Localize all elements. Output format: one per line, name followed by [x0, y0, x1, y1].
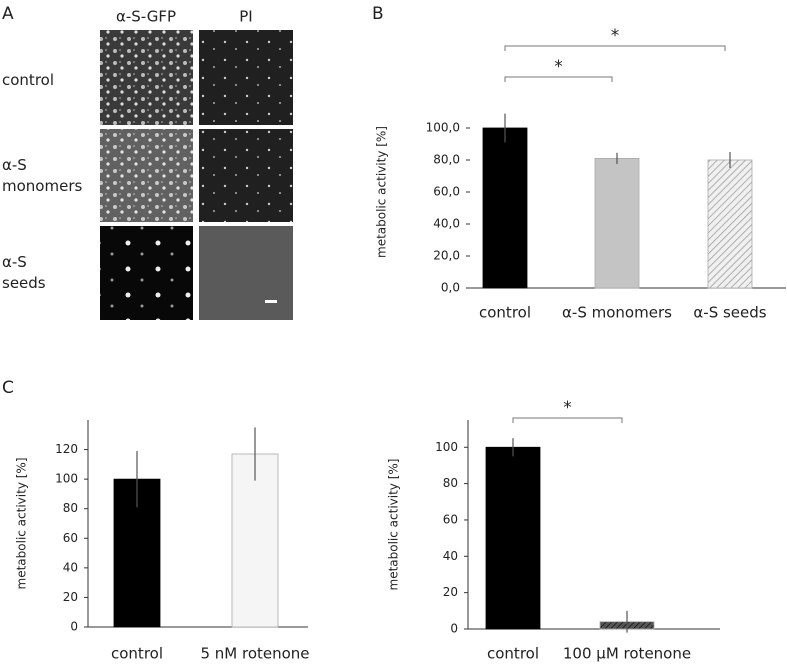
y-tick-label: 80 — [63, 501, 78, 515]
significance-label: * — [563, 398, 572, 418]
y-tick-label: 100,0 — [426, 121, 460, 135]
row-label: α-S seeds — [2, 253, 46, 292]
y-tick-label: 40 — [443, 549, 458, 563]
y-tick-label: 0 — [70, 620, 78, 634]
x-tick-label: α-S seeds — [693, 304, 766, 322]
y-tick-label: 40 — [63, 560, 78, 574]
micrograph — [100, 226, 193, 320]
panel-label: C — [2, 378, 14, 398]
y-tick-label: 40,0 — [433, 217, 460, 231]
panel-a-images — [100, 30, 293, 320]
y-tick-label: 80 — [443, 476, 458, 490]
micrograph — [199, 30, 293, 125]
y-tick-label: 100 — [55, 472, 78, 486]
y-axis-label: metabolic activity [%] — [387, 459, 401, 591]
bar — [482, 127, 528, 289]
x-tick-label: control — [479, 304, 531, 322]
y-axis-label: metabolic activity [%] — [15, 458, 29, 590]
micrograph — [199, 226, 293, 320]
row-label: α-S monomers — [2, 156, 82, 195]
bar — [485, 446, 541, 630]
x-tick-label: 5 nM rotenone — [200, 645, 309, 663]
significance-bracket — [512, 417, 623, 423]
y-tick-label: 20,0 — [433, 249, 460, 263]
x-tick-label: 100 µM rotenone — [563, 645, 691, 663]
significance-label: * — [611, 26, 620, 46]
column-label: α-S-GFP — [116, 8, 176, 26]
y-tick-label: 100 — [435, 440, 458, 454]
significance-bracket — [504, 76, 613, 82]
bar — [231, 453, 279, 628]
y-axis-label: metabolic activity [%] — [375, 126, 389, 258]
x-tick-label: α-S monomers — [562, 304, 672, 322]
significance-label: * — [554, 57, 563, 77]
micrograph — [199, 129, 293, 222]
y-tick-label: 120 — [55, 442, 78, 456]
bar — [707, 159, 753, 289]
column-label: PI — [239, 8, 252, 26]
x-tick-label: control — [487, 645, 539, 663]
panel-label: A — [2, 4, 14, 24]
y-tick-label: 60 — [443, 512, 458, 526]
y-tick-label: 0,0 — [441, 281, 460, 295]
y-tick-label: 80,0 — [433, 153, 460, 167]
y-tick-label: 20 — [443, 585, 458, 599]
y-tick-label: 60 — [63, 531, 78, 545]
row-label: control — [2, 71, 54, 89]
y-tick-label: 20 — [63, 590, 78, 604]
micrograph — [100, 30, 193, 125]
significance-bracket — [504, 45, 726, 51]
scale-bar — [265, 300, 277, 303]
y-tick-label: 60,0 — [433, 185, 460, 199]
x-tick-label: control — [111, 645, 163, 663]
micrograph — [100, 129, 193, 222]
y-tick-label: 0 — [450, 622, 458, 636]
panel-label: B — [372, 4, 384, 24]
bar — [594, 157, 640, 289]
